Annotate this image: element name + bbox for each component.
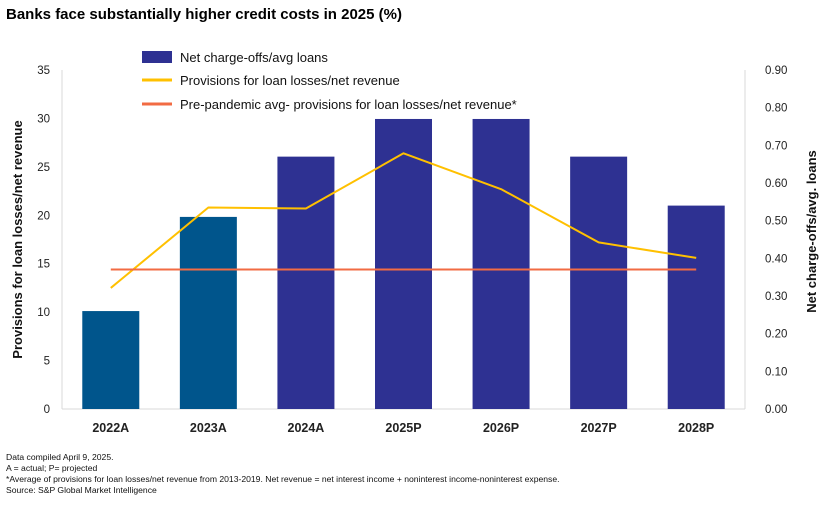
x-tick-label: 2022A xyxy=(92,421,129,435)
legend-swatch-bar xyxy=(142,51,172,63)
bar-2027P xyxy=(570,156,628,409)
bar-2025P xyxy=(375,118,432,409)
bar-2023A xyxy=(179,216,237,409)
bar-2024A xyxy=(277,156,335,409)
axes: 0 5 10 15 20 25 30 35 0.00 0.10 0.20 0.30 0.40 0.50 0.… xyxy=(10,65,819,435)
x-tick-label: 2028P xyxy=(678,421,714,435)
note-compiled: Data compiled April 9, 2025. xyxy=(6,452,114,462)
bar-2022A xyxy=(82,311,140,409)
footnotes: Data compiled April 9, 2025. A = actual;… xyxy=(6,452,560,496)
y-left-axis-title: Provisions for loan losses/net revenue xyxy=(10,120,25,358)
y-right-tick-label: 0.20 xyxy=(765,329,787,341)
bar-2028P xyxy=(667,205,725,409)
x-tick-label: 2024A xyxy=(288,421,325,435)
y-left-tick-label: 30 xyxy=(37,113,50,125)
y-right-tick-label: 0.70 xyxy=(765,140,787,152)
y-right-tick-label: 0.00 xyxy=(765,404,787,416)
legend: Net charge-offs/avg loans Provisions for … xyxy=(142,50,517,112)
legend-label: Provisions for loan losses/net revenue xyxy=(180,73,400,88)
chart-title: Banks face substantially higher credit c… xyxy=(6,6,402,23)
y-left-tick-label: 15 xyxy=(37,259,50,271)
y-left-tick-label: 20 xyxy=(37,210,50,222)
x-tick-label: 2023A xyxy=(190,421,227,435)
x-tick-label: 2026P xyxy=(483,421,519,435)
y-left-tick-label: 0 xyxy=(44,404,50,416)
legend-swatch-line xyxy=(142,78,172,82)
y-right-tick-label: 0.80 xyxy=(765,103,787,115)
y-right-tick-label: 0.30 xyxy=(765,291,787,303)
note-legend-key: A = actual; P= projected xyxy=(6,463,98,473)
y-right-tick-label: 0.60 xyxy=(765,178,787,190)
legend-label: Net charge-offs/avg loans xyxy=(180,50,328,65)
y-right-tick-label: 0.40 xyxy=(765,253,787,265)
y-right-tick-label: 0.50 xyxy=(765,216,787,228)
x-tick-label: 2027P xyxy=(581,421,617,435)
y-left-tick-label: 25 xyxy=(37,162,50,174)
y-left-tick-label: 10 xyxy=(37,307,50,319)
legend-label: Pre-pandemic avg- provisions for loan lo… xyxy=(180,97,517,112)
bar-series xyxy=(82,118,725,409)
provisions-line xyxy=(110,152,697,289)
note-definition: *Average of provisions for loan losses/n… xyxy=(6,474,560,484)
x-tick-label: 2025P xyxy=(385,421,421,435)
y-left-tick-label: 35 xyxy=(37,65,50,77)
line-series xyxy=(110,152,697,289)
legend-swatch-line xyxy=(142,102,172,106)
y-left-tick-label: 5 xyxy=(44,356,50,368)
note-source: Source: S&P Global Market Intelligence xyxy=(6,485,157,495)
y-right-tick-label: 0.90 xyxy=(765,65,787,77)
bar-2026P xyxy=(472,118,530,409)
y-right-axis-title: Net charge-offs/avg. loans xyxy=(804,150,819,313)
y-right-tick-label: 0.10 xyxy=(765,366,787,378)
